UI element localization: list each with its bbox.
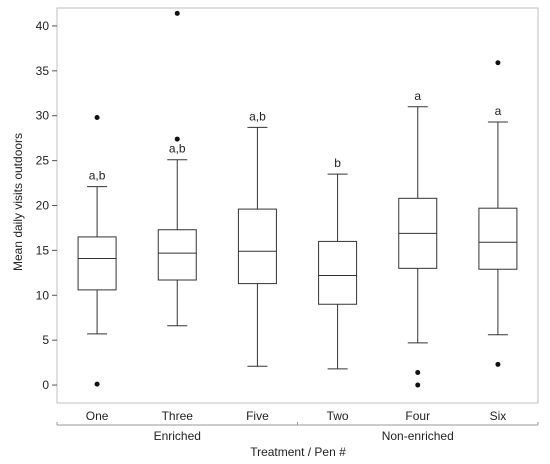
x-axis: One Three Five Two Four Six Enriched Non-enrich… xyxy=(56,409,539,443)
box-four: a xyxy=(398,89,438,388)
significance-letter: a xyxy=(414,89,421,103)
interquartile-box xyxy=(237,208,277,285)
group-enriched: Enriched xyxy=(56,422,298,443)
interquartile-box xyxy=(157,229,197,281)
y-tick-label: 10 xyxy=(36,288,50,302)
significance-letter: a,b xyxy=(89,169,106,183)
x-tick-label: One xyxy=(86,409,109,423)
y-tick-label: 0 xyxy=(42,378,49,392)
y-tick-label: 25 xyxy=(36,154,50,168)
outlier-point xyxy=(415,369,421,375)
group-label: Non-enriched xyxy=(382,429,454,443)
interquartile-box xyxy=(318,240,358,305)
y-tick-label: 40 xyxy=(36,19,50,33)
x-tick-label: Three xyxy=(162,409,194,423)
interquartile-box xyxy=(77,236,117,291)
y-tick-label: 20 xyxy=(36,199,50,213)
x-tick-label: Five xyxy=(246,409,269,423)
box-five: a,b xyxy=(237,109,277,367)
outlier-point xyxy=(174,136,180,142)
x-tick-label: Six xyxy=(490,409,507,423)
outlier-point xyxy=(495,361,501,367)
x-tick-label: Two xyxy=(327,409,349,423)
box-three: a,b xyxy=(157,10,197,327)
y-tick-label: 15 xyxy=(36,243,50,257)
x-axis-title: Treatment / Pen # xyxy=(250,445,346,459)
significance-letter: a,b xyxy=(169,142,186,156)
y-tick-label: 5 xyxy=(42,333,49,347)
box-two: b xyxy=(318,156,358,370)
significance-letter: a,b xyxy=(249,109,266,123)
boxes: a,b a,b a,b b a a xyxy=(77,10,518,388)
group-non-enriched: Non-enriched xyxy=(297,422,539,443)
plot-border xyxy=(56,7,539,404)
significance-letter: b xyxy=(334,156,341,170)
outlier-point xyxy=(94,381,100,387)
significance-letter: a xyxy=(495,104,502,118)
plot-frame xyxy=(56,7,539,404)
x-tick-label: Four xyxy=(405,409,430,423)
outlier-point xyxy=(415,382,421,388)
outlier-point xyxy=(174,10,180,16)
group-label: Enriched xyxy=(154,429,201,443)
outlier-point xyxy=(94,115,100,121)
box-one: a,b xyxy=(77,115,117,387)
interquartile-box xyxy=(478,207,518,270)
y-tick-label: 30 xyxy=(36,109,50,123)
y-axis-title: Mean daily visits outdoors xyxy=(11,133,25,271)
box-six: a xyxy=(478,60,518,367)
outlier-point xyxy=(495,60,501,66)
y-tick-label: 35 xyxy=(36,64,50,78)
y-axis: 0 5 10 15 20 25 30 35 40 xyxy=(36,19,57,392)
